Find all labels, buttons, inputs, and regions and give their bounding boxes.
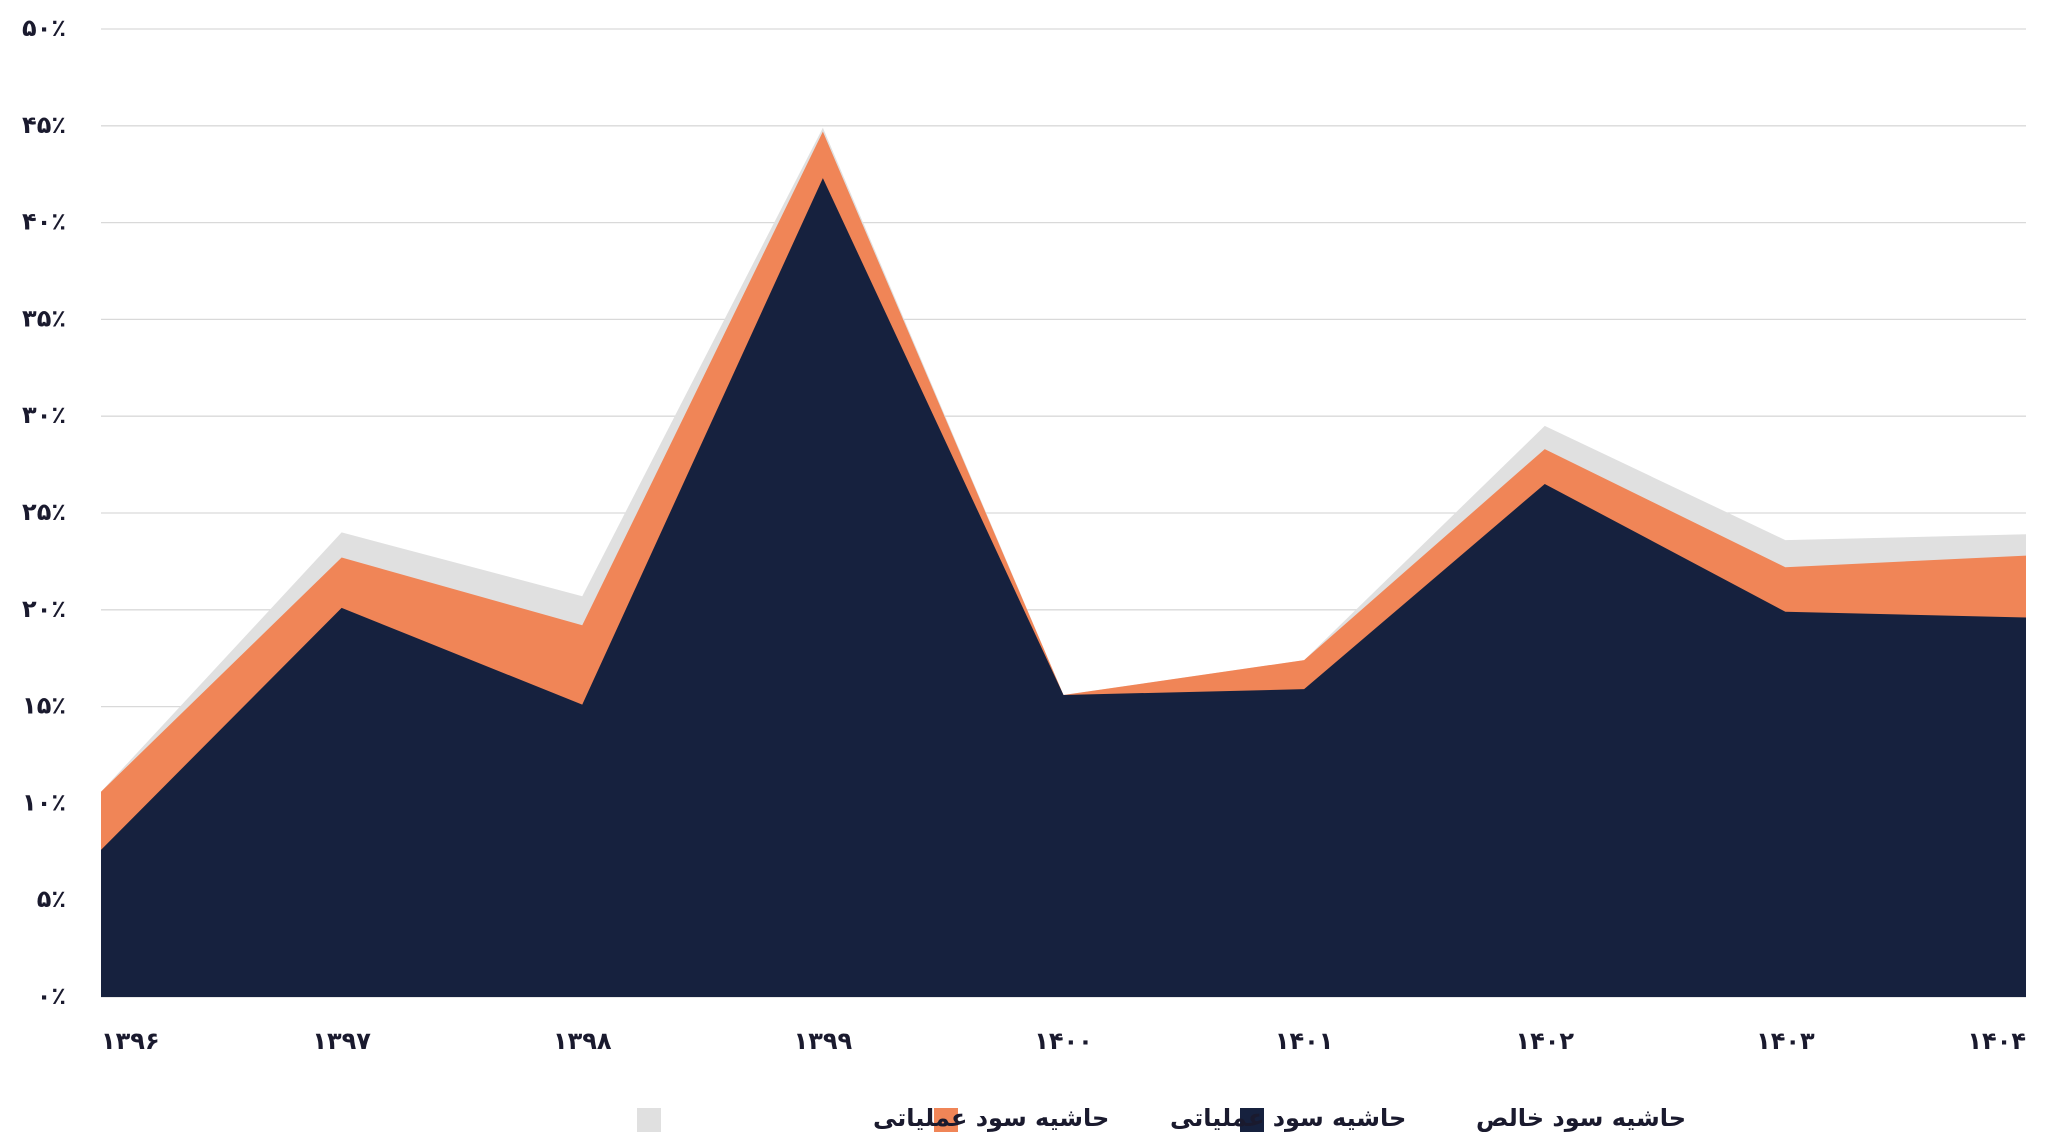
- x-tick-label: ۱۴۰۰: [1034, 1027, 1093, 1055]
- x-tick-label: ۱۳۹۶: [101, 1027, 160, 1055]
- y-tick-label: ۳۰٪: [22, 401, 66, 429]
- legend-swatch: [1240, 1108, 1264, 1132]
- legend-label: حاشیه سود خالص: [1476, 1104, 1686, 1132]
- y-tick-label: ۲۵٪: [22, 498, 66, 526]
- y-tick-label: ۱۰٪: [22, 788, 66, 816]
- y-tick-label: ۳۵٪: [22, 304, 66, 332]
- legend-swatch: [637, 1108, 661, 1132]
- x-tick-label: ۱۳۹۷: [312, 1027, 371, 1055]
- x-tick-label: ۱۴۰۳: [1756, 1027, 1815, 1055]
- x-tick-label: ۱۴۰۱: [1275, 1027, 1334, 1055]
- x-tick-label: ۱۳۹۸: [553, 1027, 612, 1055]
- y-tick-label: ۲۰٪: [22, 595, 66, 623]
- x-tick-label: ۱۴۰۴: [1967, 1027, 2026, 1055]
- y-tick-label: ۰٪: [37, 982, 66, 1010]
- y-tick-label: ۵٪: [37, 885, 66, 913]
- y-tick-label: ۱۵٪: [22, 692, 66, 720]
- y-tick-label: ۴۵٪: [22, 111, 66, 139]
- x-tick-label: ۱۴۰۲: [1515, 1027, 1574, 1055]
- y-tick-label: ۵۰٪: [22, 14, 66, 42]
- legend-label: حاشیه سود عملیاتی: [873, 1104, 1109, 1132]
- legend-swatch: [934, 1108, 958, 1132]
- y-tick-label: ۴۰٪: [22, 208, 66, 236]
- x-tick-label: ۱۳۹۹: [794, 1027, 853, 1055]
- legend-label: حاشیه سود عملیاتی: [1170, 1104, 1406, 1132]
- area: [101, 178, 2026, 997]
